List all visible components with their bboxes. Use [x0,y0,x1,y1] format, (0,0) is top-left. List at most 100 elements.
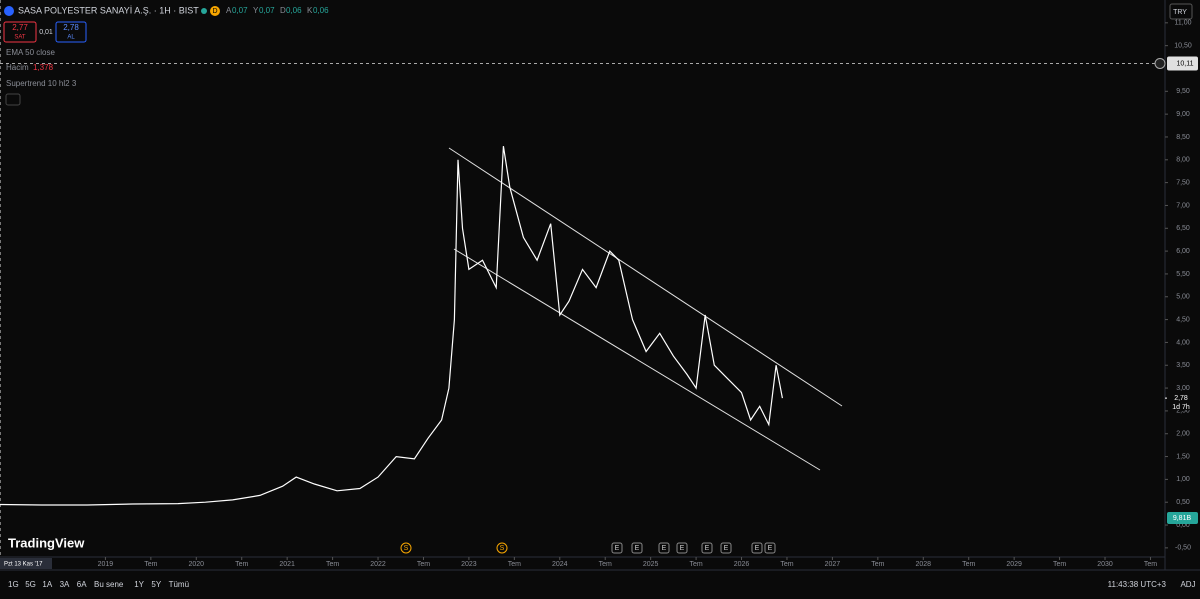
event-marker[interactable] [701,542,713,554]
event-label: S [404,545,409,552]
event-marker[interactable] [400,542,412,554]
spread: 0,01 [39,29,53,36]
collapse-button[interactable] [5,93,21,106]
buy-label: AL [67,35,75,41]
last-price-bg [1167,392,1198,411]
x-tick-label: Tem [1053,561,1066,568]
currency-button[interactable] [1169,3,1193,20]
y-tick-label: 5,50 [1176,271,1190,278]
y-tick-label: 1,00 [1176,476,1190,483]
range-button[interactable]: 3A [60,580,70,589]
event-marker[interactable] [658,542,670,554]
sell-button[interactable] [3,21,37,43]
currency: TRY [1173,9,1187,16]
ohlc-key: A [226,6,232,15]
crosshair-label-bg [1167,56,1198,71]
crosshair-label: 10,11 [1177,60,1194,67]
x-tick-label: 2022 [370,561,386,568]
sell-label: SAT [14,35,26,41]
x-tick-label: Tem [962,561,975,568]
range-button[interactable]: 1Y [134,580,144,589]
indicator[interactable]: Hacim [6,63,29,72]
y-tick-label: 8,00 [1176,157,1190,164]
event-label: E [662,545,667,552]
indicator[interactable]: EMA 50 close [6,48,55,57]
y-tick-label: 6,50 [1176,225,1190,232]
y-tick-label: 9,50 [1176,88,1190,95]
y-tick-label: 2,50 [1176,408,1190,415]
event-label: E [705,545,710,552]
range-button[interactable]: Tümü [169,580,189,589]
ohlc-value: 0,06 [286,6,302,15]
status-dot [201,8,207,14]
y-tick-label: 6,00 [1176,248,1190,255]
buy-button[interactable] [55,21,87,43]
range-button[interactable]: 6A [77,580,87,589]
x-tick-label: 2023 [461,561,477,568]
indicator-value: 1,378 [33,63,54,72]
ohlc-key: K [307,6,313,15]
symbol-logo [4,6,14,16]
range-button[interactable]: Bu sene [94,580,124,589]
event-label: E [755,545,760,552]
x-tick-label: Tem [599,561,612,568]
event-marker[interactable] [631,542,643,554]
cursor-date: Pzt 13 Kas '17 [4,562,43,568]
y-tick-label: -0,50 [1175,545,1191,552]
trend-line-upper [448,147,843,407]
y-tick-label: 10,50 [1174,42,1192,49]
x-tick-label: 2029 [1006,561,1022,568]
event-marker[interactable] [676,542,688,554]
y-tick-label: 11,00 [1175,20,1192,27]
event-marker[interactable] [496,542,508,554]
event-label: E [724,545,729,552]
y-tick-label: 7,50 [1176,179,1190,186]
range-button[interactable]: 5G [25,580,36,589]
footer: 1G 5G 1A 3A 6A Bu sene 1Y 5Y Tümü [8,580,189,589]
event-marker[interactable] [751,542,763,554]
range-button[interactable]: 5Y [151,580,161,589]
x-tick-label: Tem [871,561,884,568]
x-tick-label: 2026 [734,561,750,568]
symbol-title: SASA POLYESTER SANAYİ A.Ş. · 1H · BIST [18,5,199,15]
sell-price: 2,77 [12,23,28,32]
crosshair-plus [1154,57,1166,69]
badge-circle [210,6,220,16]
range-button[interactable]: 1G [8,580,19,589]
ohlc-key: D [280,6,286,15]
event-label: S [500,545,505,552]
x-tick-label: 2030 [1097,561,1113,568]
x-tick-label: 2020 [188,561,204,568]
trend-line-lower [453,248,821,471]
y-tick-label: 9,00 [1176,111,1190,118]
indicator[interactable]: Supertrend 10 hl2 3 [6,79,77,88]
x-tick-label: 2021 [279,561,295,568]
event-label: E [768,545,773,552]
cursor-date-bg [0,558,52,569]
last-price: 2,78 [1174,395,1188,402]
y-tick-label: 1,50 [1176,453,1190,460]
badge: D [212,8,217,15]
x-tick-label: Tem [417,561,430,568]
brand: TradingView [8,535,85,550]
x-tick-label: Tem [144,561,157,568]
event-marker[interactable] [720,542,732,554]
y-tick-label: 3,00 [1176,385,1190,392]
volume-label: 9,81B [1173,515,1192,522]
event-marker[interactable] [611,542,623,554]
x-tick-label: Tem [235,561,248,568]
event-marker[interactable] [764,542,776,554]
y-tick-label: 4,00 [1176,339,1190,346]
y-tick-label: 2,00 [1176,431,1190,438]
x-tick-label: 2027 [825,561,841,568]
y-tick-label: 7,00 [1176,202,1190,209]
y-tick-label: 0,50 [1176,499,1190,506]
x-tick-label: 2024 [552,561,568,568]
x-tick-label: Tem [780,561,793,568]
buy-price: 2,78 [63,23,79,32]
range-button[interactable]: 1A [42,580,52,589]
countdown: 1d 7h [1172,404,1190,411]
adj-toggle[interactable]: ADJ [1180,580,1195,589]
ohlc-value: 0,07 [232,6,248,15]
